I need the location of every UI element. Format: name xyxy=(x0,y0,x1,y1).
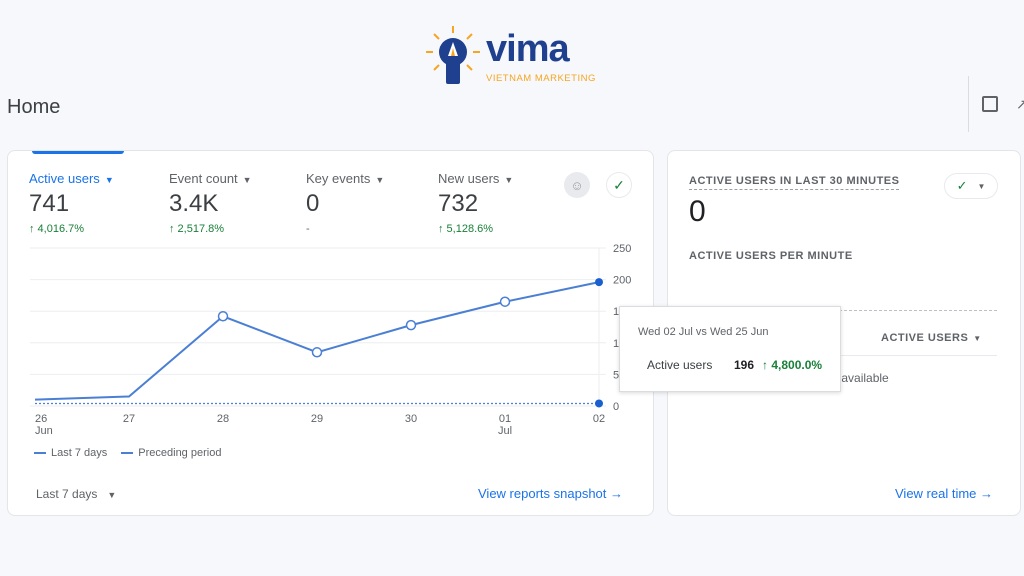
column-label: ACTIVE USERS xyxy=(881,332,969,344)
tooltip-value: 196 xyxy=(734,358,755,372)
y-tick-label: 200 xyxy=(613,275,631,287)
realtime-title[interactable]: ACTIVE USERS IN LAST 30 MINUTES xyxy=(689,175,900,190)
metric-key-events[interactable]: Key events ▼ 0 - xyxy=(306,171,384,235)
logo-tagline: VIETNAM MARKETING xyxy=(486,73,596,84)
x-tick-label: 01 xyxy=(499,413,511,425)
per-minute-baseline xyxy=(689,310,997,311)
tooltip-title: Wed 02 Jul vs Wed 25 Jun xyxy=(638,326,769,338)
legend-label: Last 7 days xyxy=(51,447,108,459)
caret-down-icon: ▼ xyxy=(104,175,114,185)
metric-change: - xyxy=(306,223,310,235)
metric-change: ↑ 4,016.7% xyxy=(29,223,85,235)
data-point-selected xyxy=(595,399,603,408)
x-tick-label: 30 xyxy=(405,413,417,425)
dashed-line-icon xyxy=(121,452,134,454)
metric-event-count[interactable]: Event count ▼ 3.4K ↑ 2,517.8% xyxy=(169,171,252,235)
legend-item-last-7-days: Last 7 days xyxy=(34,447,107,459)
check-circle-icon[interactable]: ✓ xyxy=(606,172,632,198)
metric-label: Active users xyxy=(29,171,100,186)
legend-item-preceding: Preceding period xyxy=(121,447,221,459)
metric-active-users[interactable]: Active users ▼ 741 ↑ 4,016.7% xyxy=(29,171,114,235)
metric-value: 732 xyxy=(438,190,479,217)
tooltip-metric: Active users xyxy=(647,358,713,372)
caret-down-icon: ▼ xyxy=(375,175,385,185)
series-line-last-7-days xyxy=(34,281,600,401)
check-circle-icon: ✓ xyxy=(956,178,968,193)
x-tick-label: 02 xyxy=(593,413,605,425)
y-tick-label: 250 xyxy=(613,243,631,255)
metric-value: 741 xyxy=(29,190,70,217)
metric-change: ↑ 2,517.8% xyxy=(169,223,225,235)
chart-legend: Last 7 days Preceding period xyxy=(34,447,221,459)
x-tick-label: 28 xyxy=(217,413,229,425)
caret-down-icon: ▼ xyxy=(107,490,117,500)
metric-value: 0 xyxy=(306,190,320,217)
tooltip-change: ↑ 4,800.0% xyxy=(762,358,823,372)
chart-tooltip: Wed 02 Jul vs Wed 25 Jun Active users 19… xyxy=(619,306,841,392)
caret-down-icon: ▼ xyxy=(973,334,982,343)
metric-value: 3.4K xyxy=(169,190,219,217)
data-point xyxy=(217,311,229,322)
realtime-value: 0 xyxy=(689,195,706,228)
notes-icon[interactable] xyxy=(982,96,998,112)
caret-down-icon: ▼ xyxy=(977,181,986,191)
active-tab-indicator xyxy=(32,151,124,154)
view-reports-snapshot-link[interactable]: View reports snapshot → xyxy=(478,486,623,501)
x-tick-label: 29 xyxy=(311,413,323,425)
y-tick-label: 0 xyxy=(613,401,619,413)
x-tick-label: 27 xyxy=(123,413,135,425)
x-tick-label: 26 xyxy=(35,413,47,425)
active-users-column-sort[interactable]: ACTIVE USERS ▼ xyxy=(881,332,982,344)
data-point-selected xyxy=(595,278,603,287)
data-point xyxy=(499,296,511,307)
view-real-time-link[interactable]: View real time → xyxy=(895,486,994,501)
x-tick-label: Jun xyxy=(35,425,53,437)
per-minute-label: ACTIVE USERS PER MINUTE xyxy=(689,250,853,262)
status-dropdown[interactable]: ✓ ▼ xyxy=(944,173,998,199)
solid-line-icon xyxy=(34,452,46,454)
insights-icon[interactable]: ☺ xyxy=(564,172,590,198)
lightbulb-logo-icon xyxy=(426,26,480,84)
metric-label: New users xyxy=(438,171,500,186)
metric-new-users[interactable]: New users ▼ 732 ↑ 5,128.6% xyxy=(438,171,513,235)
line-chart: 05010015020025026Jun2728293001Jul02 xyxy=(30,243,631,437)
page-title: Home xyxy=(7,96,61,118)
caret-down-icon: ▼ xyxy=(504,175,514,185)
date-range-label: Last 7 days xyxy=(36,487,98,501)
divider xyxy=(968,76,969,132)
share-icon[interactable]: ↗ xyxy=(1016,96,1024,112)
date-range-dropdown[interactable]: Last 7 days ▼ xyxy=(36,487,116,501)
divider xyxy=(689,355,997,356)
metric-label: Key events xyxy=(306,171,371,186)
data-point xyxy=(405,319,417,331)
caret-down-icon: ▼ xyxy=(242,175,252,185)
x-tick-label: Jul xyxy=(498,425,512,437)
overview-card: Active users ▼ 741 ↑ 4,016.7% Event count… xyxy=(7,150,654,516)
logo-wordmark: vima xyxy=(486,28,570,70)
metric-label: Event count xyxy=(169,171,238,186)
data-point xyxy=(311,347,323,358)
metric-change: ↑ 5,128.6% xyxy=(438,223,494,235)
vima-logo: vima VIETNAM MARKETING xyxy=(420,24,610,88)
legend-label: Preceding period xyxy=(138,447,222,459)
